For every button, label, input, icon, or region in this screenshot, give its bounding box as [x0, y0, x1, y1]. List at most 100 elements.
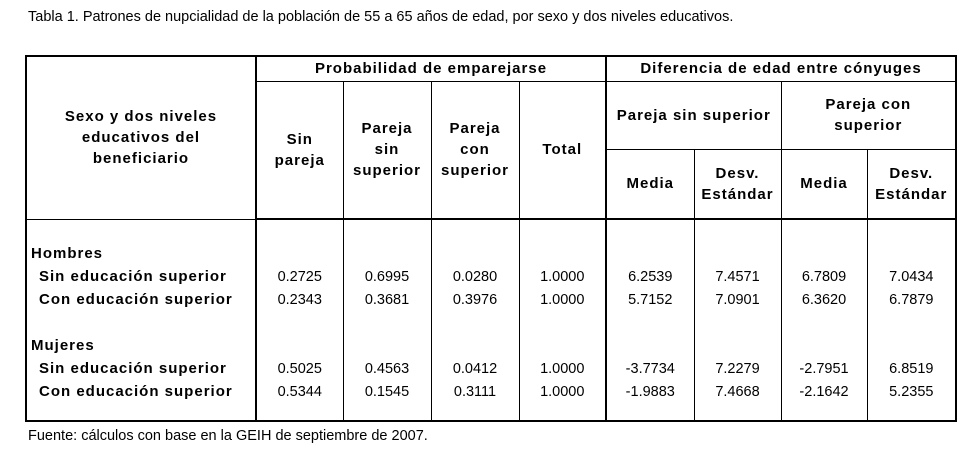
- empty-cell: [518, 334, 608, 357]
- value-cell: 5.2355: [866, 380, 957, 403]
- column-header-text: Media: [800, 175, 848, 193]
- column-header-text: Pareja sin superior: [352, 120, 421, 180]
- spacer-cell: [342, 311, 432, 334]
- empty-cell: [605, 334, 695, 357]
- section-row: Hombres: [25, 242, 957, 265]
- spacer-cell: [605, 403, 695, 421]
- spacer-cell: [25, 219, 257, 242]
- spacer-cell: [693, 403, 782, 421]
- spacer-cell: [605, 311, 695, 334]
- empty-cell: [518, 242, 608, 265]
- spacer-cell: [430, 311, 520, 334]
- spacer-cell: [518, 311, 608, 334]
- spacer-cell: [518, 403, 608, 421]
- empty-cell: [693, 242, 782, 265]
- spacer-cell: [780, 311, 868, 334]
- section-label: Hombres: [25, 242, 257, 265]
- spacer-cell: [866, 219, 957, 242]
- empty-cell: [430, 242, 520, 265]
- value-cell: 7.4571: [693, 265, 782, 288]
- table-footer: Fuente: cálculos con base en la GEIH de …: [28, 428, 428, 444]
- empty-cell: [430, 334, 520, 357]
- spacer-cell: [255, 219, 344, 242]
- column-header-text: Pareja con superior: [440, 120, 509, 180]
- data-row: Con educación superior 0.2343 0.3681 0.3976…: [25, 288, 957, 311]
- subgroup-header-text: Pareja con superior: [825, 96, 912, 134]
- value-cell: 5.7152: [605, 288, 695, 311]
- empty-cell: [780, 334, 868, 357]
- spacer-cell: [342, 219, 432, 242]
- value-cell: 1.0000: [518, 288, 608, 311]
- row-label: Con educación superior: [25, 288, 257, 311]
- value-cell: 7.0434: [866, 265, 957, 288]
- value-cell: 0.3111: [430, 380, 520, 403]
- spacer-cell: [693, 219, 782, 242]
- column-header: Pareja sin superior: [342, 80, 432, 220]
- empty-cell: [255, 242, 344, 265]
- value-cell: 0.5025: [255, 357, 344, 380]
- value-cell: -3.7734: [605, 357, 695, 380]
- value-cell: 6.7809: [780, 265, 868, 288]
- spacer-cell: [25, 403, 257, 421]
- subgroup-header: Pareja sin superior: [605, 80, 782, 150]
- value-cell: 6.3620: [780, 288, 868, 311]
- column-header: Desv. Estándar: [693, 148, 782, 220]
- empty-cell: [866, 334, 957, 357]
- spacer-row: [25, 403, 957, 421]
- column-header-text: Total: [542, 141, 583, 159]
- table-title: Tabla 1. Patrones de nupcialidad de la p…: [28, 9, 734, 25]
- value-cell: 0.3976: [430, 288, 520, 311]
- value-cell: 0.6995: [342, 265, 432, 288]
- empty-cell: [342, 334, 432, 357]
- row-label: Sin educación superior: [25, 265, 257, 288]
- spacer-cell: [430, 403, 520, 421]
- header-row: Sexo y dos niveles educativos del benefi…: [25, 55, 957, 220]
- data-table: Sexo y dos niveles educativos del benefi…: [25, 55, 958, 422]
- spacer-row: [25, 219, 957, 242]
- spacer-cell: [780, 403, 868, 421]
- data-row: Sin educación superior 0.5025 0.4563 0.0412…: [25, 357, 957, 380]
- value-cell: -2.1642: [780, 380, 868, 403]
- column-header-text: Sin pareja: [274, 130, 325, 169]
- column-header: Sin pareja: [255, 80, 344, 220]
- empty-cell: [780, 242, 868, 265]
- column-header-text: Desv. Estándar: [701, 164, 774, 203]
- column-header-text: Desv. Estándar: [875, 164, 948, 203]
- spacer-cell: [342, 403, 432, 421]
- value-cell: 6.8519: [866, 357, 957, 380]
- value-cell: 0.3681: [342, 288, 432, 311]
- empty-cell: [255, 334, 344, 357]
- subgroup-header: Pareja con superior: [780, 80, 957, 150]
- value-cell: 0.4563: [342, 357, 432, 380]
- row-label: Con educación superior: [25, 380, 257, 403]
- column-header: Pareja con superior: [430, 80, 520, 220]
- empty-cell: [342, 242, 432, 265]
- value-cell: 0.2725: [255, 265, 344, 288]
- header-row: Media Desv. Estándar Media Desv. Estándar: [26, 148, 957, 220]
- data-row: Con educación superior 0.5344 0.1545 0.3111…: [25, 380, 957, 403]
- value-cell: 1.0000: [518, 357, 608, 380]
- value-cell: 6.7879: [866, 288, 957, 311]
- value-cell: 7.4668: [693, 380, 782, 403]
- spacer-cell: [866, 311, 957, 334]
- spacer-cell: [866, 403, 957, 421]
- column-header-text: Media: [626, 175, 675, 193]
- empty-cell: [693, 334, 782, 357]
- value-cell: 1.0000: [518, 265, 608, 288]
- column-header: Desv. Estándar: [866, 148, 957, 220]
- spacer-cell: [780, 219, 868, 242]
- value-cell: -1.9883: [605, 380, 695, 403]
- empty-cell: [605, 242, 695, 265]
- value-cell: 7.0901: [693, 288, 782, 311]
- value-cell: 0.1545: [342, 380, 432, 403]
- value-cell: 7.2279: [693, 357, 782, 380]
- stub-header: Sexo y dos niveles educativos del benefi…: [25, 55, 257, 220]
- stub-header-text: Sexo y dos niveles educativos del benefi…: [64, 108, 218, 168]
- column-header: Total: [518, 80, 607, 220]
- spacer-cell: [605, 219, 695, 242]
- table-body: Hombres Sin educación superior 0.2725 0.699…: [25, 219, 957, 421]
- header-row: Sin pareja Pareja sin superior Pareja con …: [26, 80, 957, 220]
- spacer-cell: [255, 311, 344, 334]
- group-header: Diferencia de edad entre cónyuges: [605, 55, 957, 82]
- row-label: Sin educación superior: [25, 357, 257, 380]
